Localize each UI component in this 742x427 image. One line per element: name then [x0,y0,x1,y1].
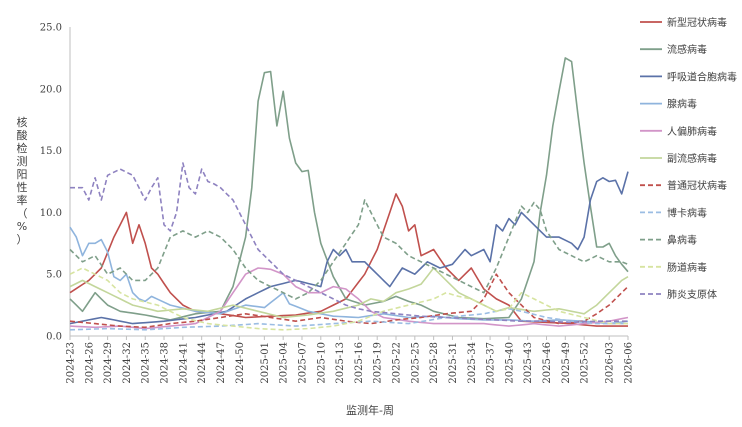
x-tick-label: 2026-06 [624,342,635,384]
series-line-3 [69,226,629,325]
series-line-0 [69,193,628,327]
x-tick-label: 2025-49 [561,342,572,384]
y-tick-label: 10.0 [40,208,62,219]
x-tick-label: 2024-41 [178,342,189,384]
series-line-6 [69,273,629,329]
x-tick-label: 2025-34 [467,342,478,384]
y-tick-label: 0.0 [46,332,62,343]
y-ticks: 0.0 5.0 10.0 15.0 20.0 25.0 [40,23,62,343]
x-tick-label: 2025-28 [429,342,440,384]
series-line-10 [70,162,628,324]
legend-label-9: 肠道病毒 [667,261,707,274]
legend-label-3: 腺病毒 [667,98,697,111]
x-tick-label: 2024-44 [197,342,208,384]
y-axis-title-char: ） [17,233,28,246]
legend-label-1: 流感病毒 [667,43,707,56]
x-tick-label: 2025-04 [279,342,290,384]
x-tick-label: 2024-47 [216,342,227,384]
y-axis-title-char: 阳 [17,168,28,181]
x-tick-label: 2025-40 [504,342,515,384]
legend-label-2: 呼吸道合胞病毒 [667,70,737,83]
legend-label-10: 肺炎支原体 [667,289,717,301]
x-tick-label: 2024-38 [160,342,171,384]
x-tick-label: 2024-50 [235,342,246,384]
y-axis-title-char: % [17,220,27,233]
x-tick-label: 2025-22 [392,342,403,384]
x-tick-label: 2024-35 [141,342,152,384]
series-line-4 [69,267,629,330]
y-axis-title-char: 检 [17,141,28,155]
y-tick-label: 5.0 [46,270,62,281]
series-line-7 [69,307,628,331]
y-tick-label: 25.0 [40,23,62,34]
series-line-8 [69,199,629,300]
legend: 新型冠状病毒流感病毒呼吸道合胞病毒腺病毒人偏肺病毒副流感病毒普通冠状病毒博卡病毒… [640,16,737,301]
legend-label-7: 博卡病毒 [667,206,707,219]
x-tick-label: 2024-29 [103,342,114,384]
legend-label-4: 人偏肺病毒 [667,125,717,138]
legend-label-6: 普通冠状病毒 [667,179,727,192]
x-tick-label: 2025-13 [335,342,346,384]
x-tick-label: 2024-23 [66,342,77,384]
x-tick-label: 2025-46 [542,342,553,384]
x-tick-label: 2025-37 [486,342,497,384]
x-axis-title: 监测年-周 [346,403,394,417]
legend-label-0: 新型冠状病毒 [667,16,727,29]
x-axis-title-group: 监测年-周 [346,403,394,417]
series-lines [69,57,629,331]
x-tick-label: 2025-31 [448,342,459,384]
x-tick-label: 2025-01 [260,342,271,384]
series-line-1 [69,57,629,321]
y-axis-title-char: 性 [17,180,28,194]
y-axis-title-char: （ [17,207,28,220]
x-tick-label: 2024-26 [84,342,95,384]
x-tick-label: 2026-03 [605,342,616,384]
x-ticks: 2024-23 2024-26 2024-29 2024-32 2024-35 2024-… [66,336,635,384]
y-axis-title-char: 率 [17,193,28,207]
x-tick-label: 2025-07 [297,342,308,384]
y-tick-label: 15.0 [40,146,62,157]
series-line-9 [69,267,628,331]
x-tick-label: 2025-16 [354,342,365,384]
x-tick-label: 2025-19 [373,342,384,384]
y-axis-title-char: 测 [17,155,28,168]
y-tick-label: 20.0 [40,84,62,95]
y-axis-title-char: 酸 [17,128,28,142]
x-tick-label: 2025-25 [410,342,421,384]
x-tick-label: 2025-10 [316,342,327,384]
series-line-2 [69,171,629,325]
x-tick-label: 2025-43 [523,342,534,384]
series-line-5 [69,267,629,319]
y-axis-title-char: 核 [17,115,28,129]
x-tick-label: 2024-32 [122,342,133,384]
x-tick-label: 2025-52 [580,342,591,384]
axes [69,27,628,337]
legend-label-5: 副流感病毒 [667,152,717,165]
legend-label-8: 鼻病毒 [667,234,697,247]
